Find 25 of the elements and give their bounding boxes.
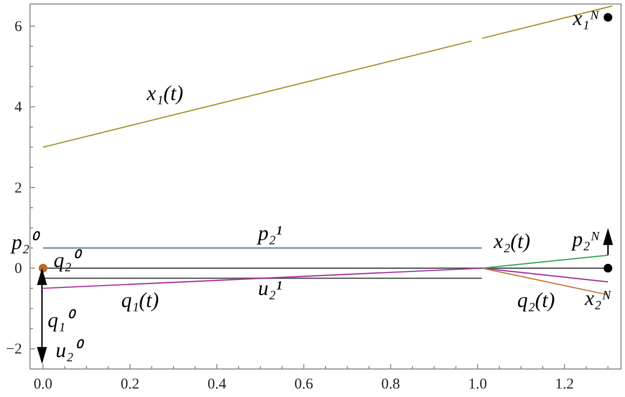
x-tick-label: 0.4 [207, 376, 227, 393]
annotation: x₁ᴺ [572, 6, 600, 30]
y-tick-label: −2 [6, 342, 22, 358]
x-tick-label: 1.0 [468, 376, 487, 393]
annotation: x₂ᴺ [584, 286, 612, 310]
annotation: q₂⁰ [54, 248, 82, 272]
x-tick-label: 0.0 [34, 376, 52, 393]
y-tick-label: 6 [14, 18, 22, 35]
annotation: u₂⁰ [56, 338, 84, 362]
y-tick-label: 2 [14, 180, 22, 196]
x-tick-label: 0.8 [381, 376, 400, 393]
annotation: x₁(t) [146, 80, 184, 105]
annotation: q₁(t) [121, 288, 159, 312]
x-tick-label: 0.2 [120, 376, 140, 393]
x-tick-label: 1.2 [555, 376, 574, 393]
y-tick-label: 4 [14, 100, 22, 116]
annotation: p₂¹ [256, 220, 282, 245]
x-tick-label: 0.6 [294, 376, 314, 393]
annotation: x₂(t) [492, 228, 530, 253]
annotation: q₁⁰ [48, 308, 76, 332]
y-tick-label: 0 [14, 260, 22, 277]
annotation: u₂¹ [258, 276, 282, 300]
annotation: p₂⁰ [10, 230, 40, 254]
annotation: p₂ᴺ [570, 226, 600, 251]
annotation: q₂(t) [517, 288, 555, 312]
